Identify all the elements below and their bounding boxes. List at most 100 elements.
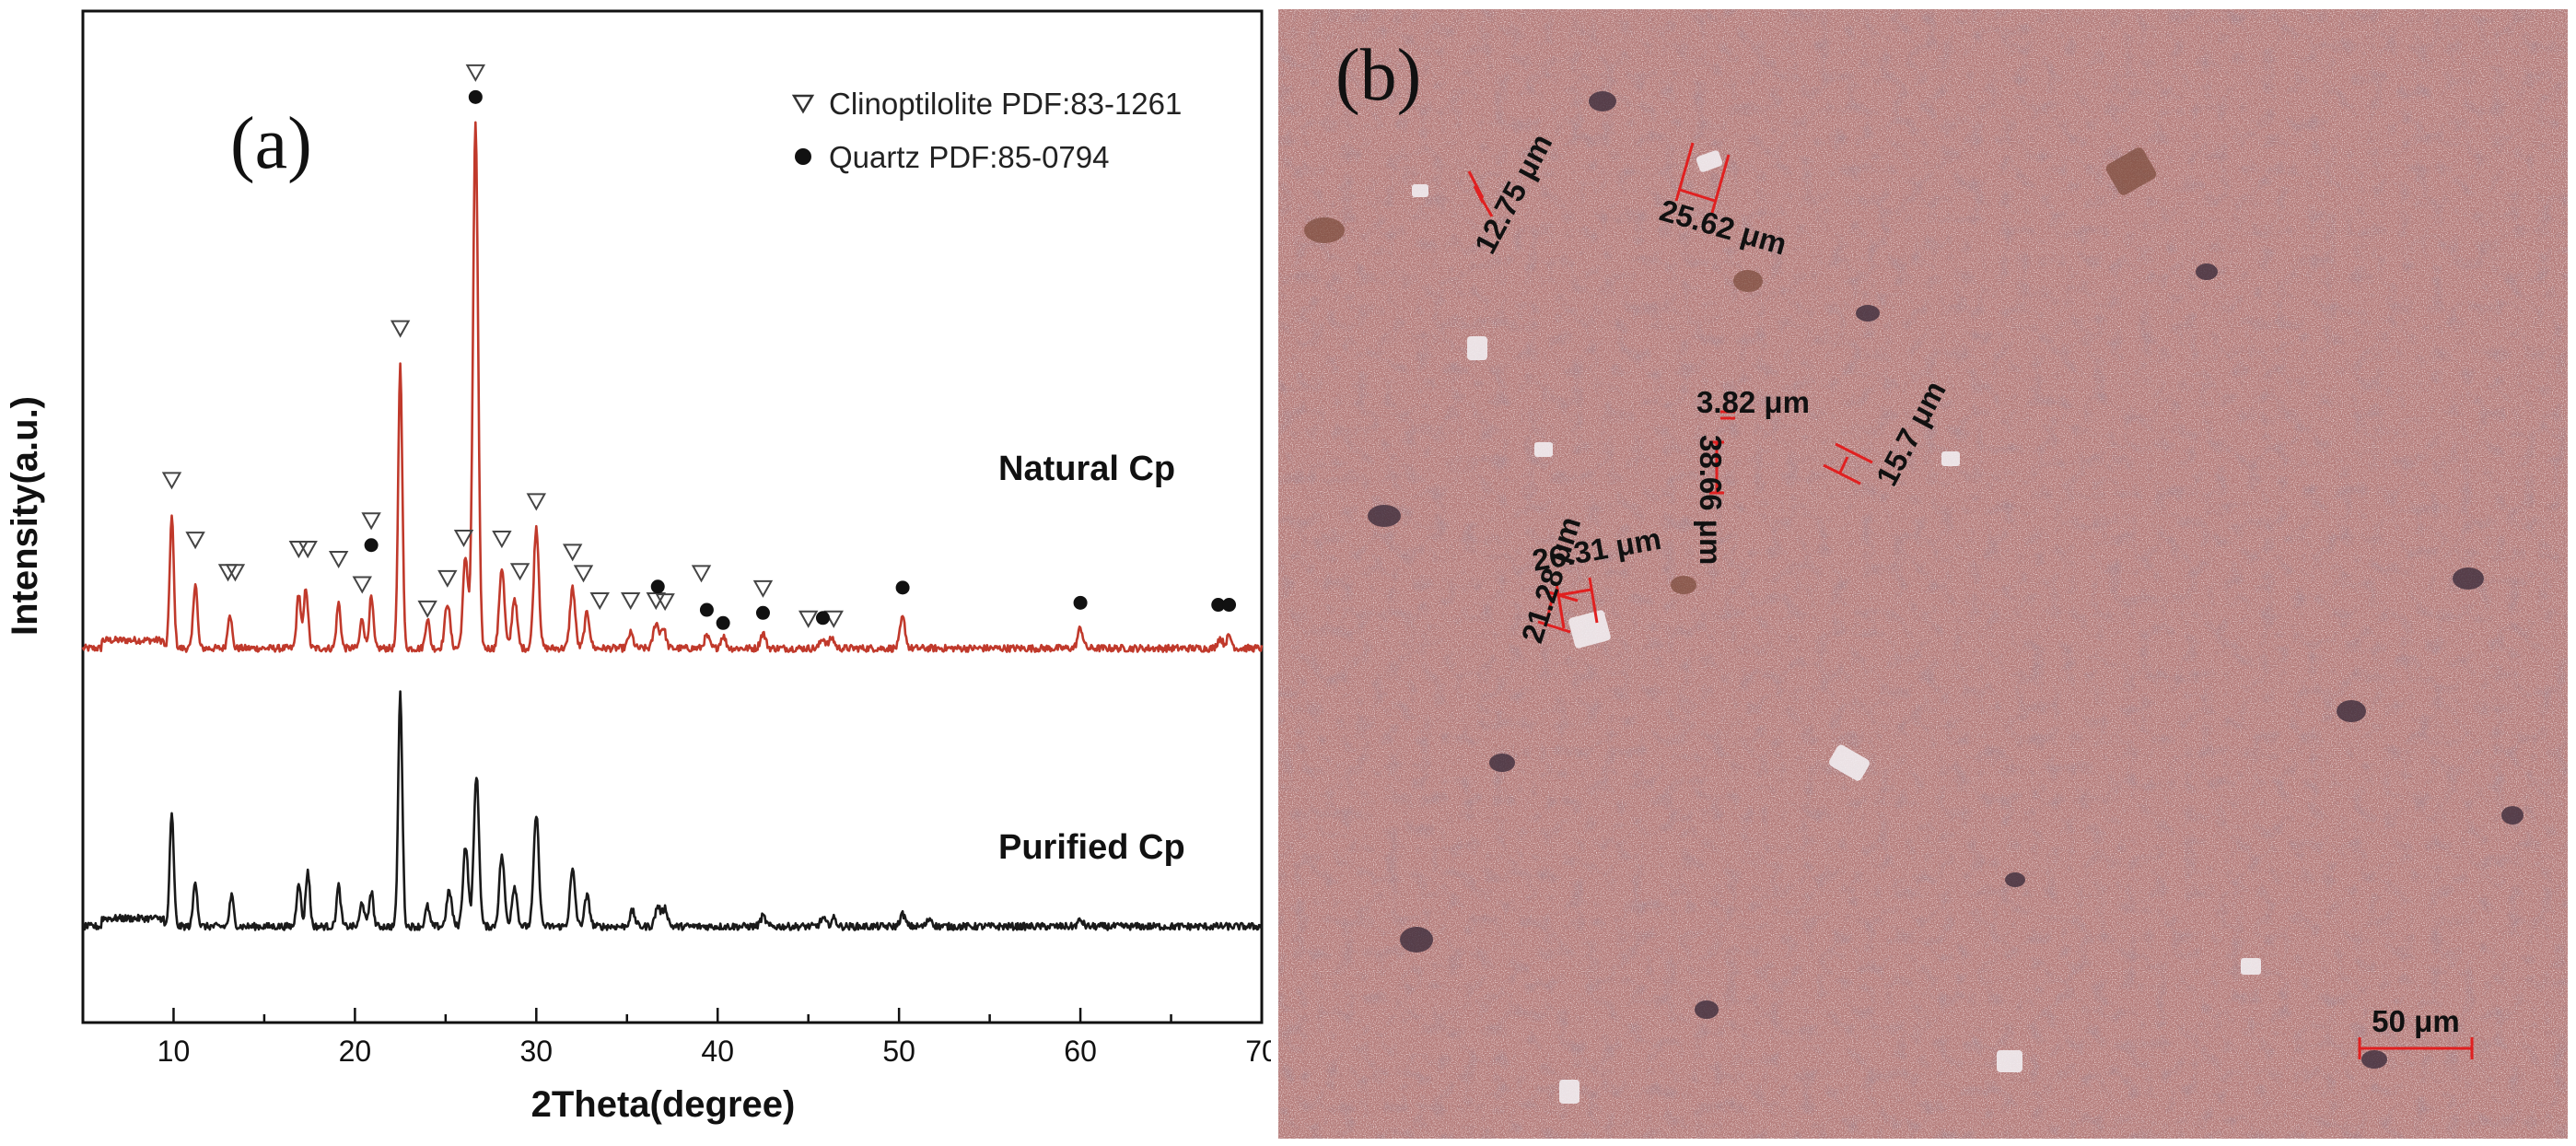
x-tick-label: 70 [1245,1035,1271,1068]
dark-inclusion [2501,806,2524,824]
dark-inclusion [2361,1050,2387,1069]
xrd-chart: 10 20 30 40 50 60 70 (a) Clinoptilolite PDF:83… [5,9,1271,1125]
bright-grain [1829,744,1870,781]
clinoptilolite-marker [752,579,774,598]
dark-inclusion [2337,700,2366,722]
series-label-natural: Natural Cp [998,450,1175,488]
bright-grain [1568,610,1611,649]
micrograph-light-texture [1278,9,2568,1139]
dark-inclusion [1368,505,1401,527]
measure-label-3-82: 3.82 μm [1696,385,1810,419]
measurement-lines [1467,142,1873,634]
clinoptilolite-marker [526,493,547,511]
clinoptilolite-marker [465,64,486,82]
bright-grains [1412,150,2261,1104]
measure-lines-12-75 [1467,170,1494,217]
legend-clinoptilolite-symbol [791,94,815,114]
legend-clinoptilolite-label: Clinoptilolite PDF:83-1261 [829,87,1182,121]
series-line-natural-cp [81,121,1264,653]
quartz-marker [815,611,830,626]
series-label-purified: Purified Cp [998,828,1185,867]
bright-grain [1559,1080,1579,1104]
bright-grain [1696,150,1723,172]
dark-inclusions [1368,91,2524,1069]
dark-inclusion [1856,305,1880,322]
scale-bar-label: 50 μm [2372,1004,2459,1038]
quartz-marker [1211,598,1226,613]
series-line-purified-cp [82,690,1263,931]
scale-bar-line [2358,1037,2474,1059]
x-axis-label: 2Theta(degree) [531,1084,796,1125]
x-tick-label: 50 [882,1035,915,1068]
measure-lines-3-82 [1720,410,1735,420]
x-tick-label: 30 [520,1035,554,1068]
bright-grain [1941,451,1960,466]
legend-quartz-label: Quartz PDF:85-0794 [829,140,1109,174]
clinoptilolite-marker [328,551,349,569]
clinoptilolite-marker [691,565,712,583]
legend: Clinoptilolite PDF:83-1261 Quartz PDF:85… [791,87,1182,174]
series-group [81,121,1264,931]
clinoptilolite-marker [509,563,530,581]
x-tick-label: 20 [339,1035,372,1068]
clinoptilolite-marker [589,592,610,611]
dark-inclusion [2453,567,2484,590]
clinoptilolite-marker [562,544,583,562]
quartz-marker [699,602,714,617]
x-tick-label: 60 [1064,1035,1097,1068]
quartz-marker [1073,595,1088,610]
measure-lines-26-31 [1555,577,1599,629]
legend-quartz-symbol [795,148,811,165]
scale-bar: 50 μm [2358,1004,2474,1059]
clinoptilolite-marker [646,592,666,611]
brown-inclusions [1304,147,2157,594]
clinoptilolite-marker [437,569,458,588]
dark-inclusion [1489,754,1515,772]
clinoptilolite-marker [655,593,675,612]
brown-inclusion [1304,217,1345,243]
clinoptilolite-marker [225,564,246,582]
clinoptilolite-marker [390,320,411,338]
measure-lines-38-66 [1709,440,1724,495]
clinoptilolite-marker [417,600,437,618]
quartz-marker [1222,598,1237,613]
panel-a-label: (a) [230,103,312,184]
dark-inclusion [2196,263,2218,280]
measure-lines-15-7 [1823,442,1873,485]
bright-grain [1412,184,1428,197]
bright-grain [2241,958,2261,975]
brown-inclusion [2105,147,2157,195]
x-axis-ticks: 10 20 30 40 50 60 70 [81,1008,1271,1068]
plot-frame [81,9,1264,1024]
dark-inclusion [1400,927,1433,953]
y-axis-label: Intensity(a.u.) [5,396,45,636]
panel-b-label: (b) [1335,35,1421,116]
bright-grain [1534,442,1553,457]
measure-lines-25-62 [1674,142,1731,214]
measure-lines-21-28 [1537,590,1579,634]
bright-grain [1467,336,1487,360]
x-tick-label: 10 [157,1035,191,1068]
phase-markers [161,64,1237,630]
quartz-marker [364,538,379,553]
bright-grain [1997,1050,2022,1072]
quartz-marker [468,89,483,104]
clinoptilolite-marker [798,610,819,628]
quartz-marker [755,605,770,620]
dark-inclusion [1589,91,1616,111]
clinoptilolite-marker [297,541,318,559]
brown-inclusion [1733,270,1763,292]
clinoptilolite-marker [161,472,182,490]
clinoptilolite-marker [453,529,474,547]
dark-inclusion [2005,872,2025,887]
brown-inclusion [1671,576,1696,594]
dark-inclusion [1695,1000,1719,1019]
clinoptilolite-marker [620,592,641,611]
clinoptilolite-marker [573,565,594,583]
clinoptilolite-marker [352,576,372,594]
x-tick-label: 40 [701,1035,734,1068]
quartz-marker [650,579,665,594]
quartz-marker [716,615,730,630]
clinoptilolite-marker [361,512,381,531]
